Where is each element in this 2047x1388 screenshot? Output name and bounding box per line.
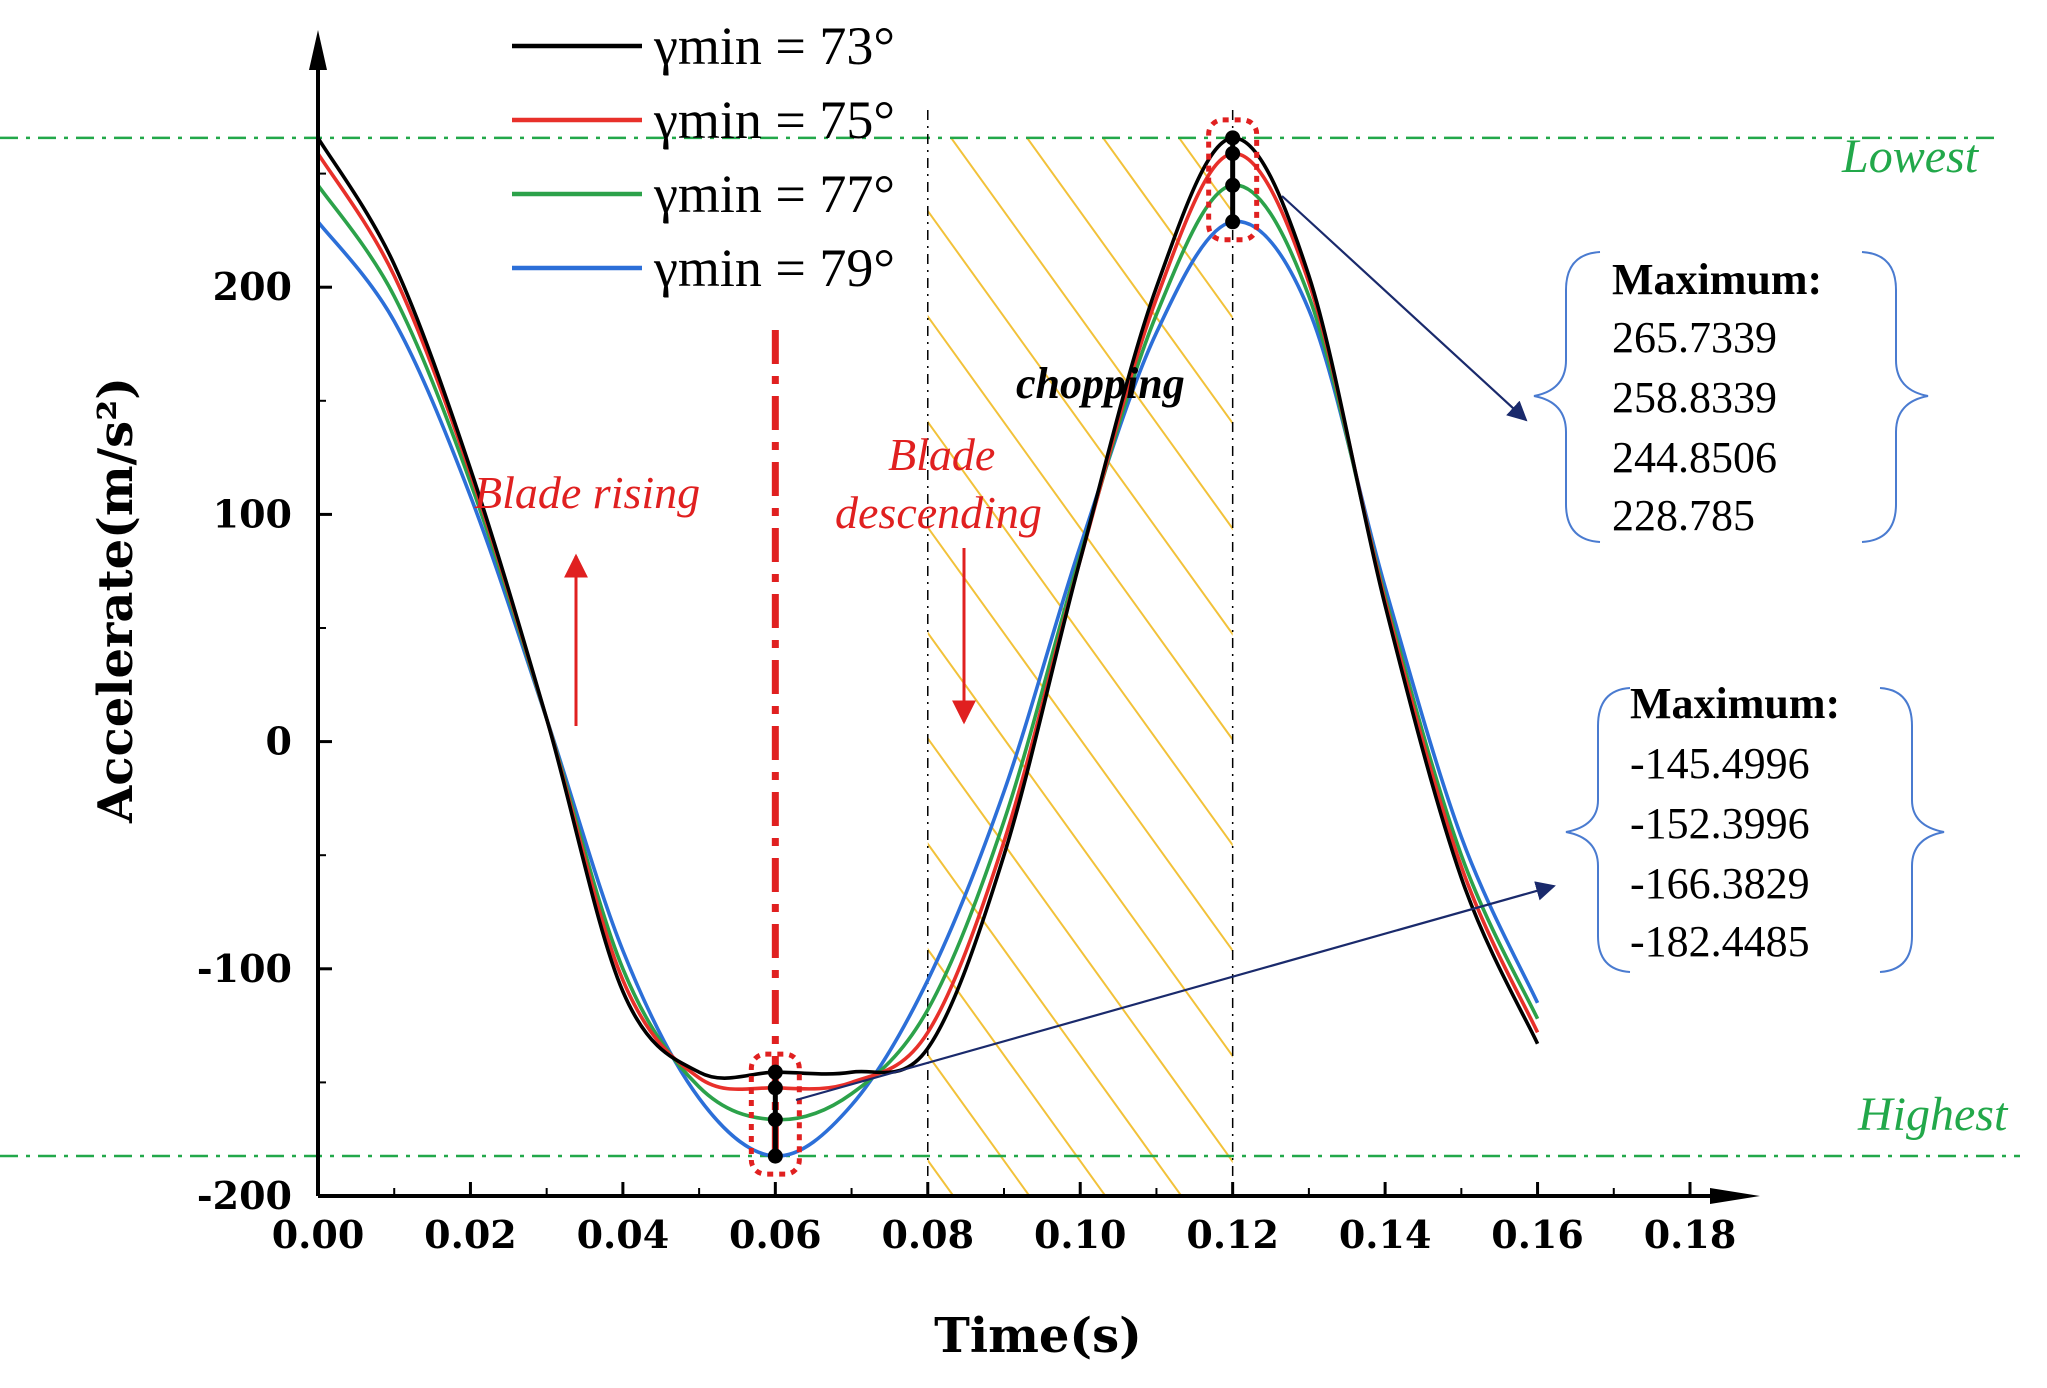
min-box-title: Maximum: bbox=[1630, 679, 1840, 728]
x-tick-label: 0.18 bbox=[1644, 1212, 1737, 1257]
extreme-markers bbox=[748, 117, 1260, 1177]
max-values-box: Maximum: 265.7339 258.8339 244.8506 228.… bbox=[1533, 251, 1929, 543]
reference-lines bbox=[0, 136, 2020, 1158]
max-box-value: 244.8506 bbox=[1612, 433, 1777, 482]
min-box-value: -166.3829 bbox=[1630, 859, 1810, 908]
x-tick-label: 0.06 bbox=[729, 1212, 822, 1257]
max-callout-arrow bbox=[1281, 195, 1528, 422]
min-values-box: Maximum: -145.4996 -152.3996 -166.3829 -… bbox=[1565, 679, 1945, 973]
hatch-line bbox=[927, 314, 1233, 742]
y-tick-label: -100 bbox=[197, 946, 292, 991]
y-tick-label: 100 bbox=[213, 491, 292, 536]
x-tick-label: 0.10 bbox=[1034, 1212, 1127, 1257]
hatch-line bbox=[927, 209, 1233, 636]
hatch-line bbox=[1177, 137, 1233, 214]
y-axis-title: Accelerate(m/s²) bbox=[88, 377, 144, 824]
legend: γmin = 73° γmin = 75° γmin = 77° γmin = 79° bbox=[512, 16, 895, 298]
x-tick-label: 0.04 bbox=[577, 1212, 670, 1257]
hatch-line bbox=[1025, 137, 1233, 425]
hatch-line bbox=[1840, 0, 2047, 1388]
chopping-label: chopping bbox=[1016, 359, 1185, 408]
x-tick-label: 0.08 bbox=[881, 1212, 974, 1257]
blade-rising-label: Blade rising bbox=[474, 467, 700, 518]
x-tick-label: 0.02 bbox=[424, 1212, 517, 1257]
hatch-line bbox=[0, 0, 28, 1388]
hatch-line bbox=[1156, 0, 2047, 1388]
max-box-value: 258.8339 bbox=[1612, 373, 1777, 422]
highest-label: Highest bbox=[1857, 1088, 2009, 1141]
hatch-line bbox=[949, 137, 1233, 531]
blade-descending-label-1: Blade bbox=[888, 429, 995, 480]
lowest-label: Lowest bbox=[1841, 130, 1980, 183]
hatch-line bbox=[1916, 0, 2047, 1388]
legend-label: γmin = 75° bbox=[653, 90, 895, 150]
y-axis-arrowhead bbox=[309, 30, 327, 70]
y-tick-label: 0 bbox=[266, 719, 292, 764]
x-tick-label: 0.16 bbox=[1491, 1212, 1584, 1257]
extreme-point bbox=[1225, 130, 1241, 146]
y-tick-label: 200 bbox=[213, 264, 292, 309]
legend-label: γmin = 77° bbox=[653, 164, 895, 224]
series-lines bbox=[316, 136, 1540, 1158]
hatch-line bbox=[927, 420, 1233, 847]
min-box-value: -182.4485 bbox=[1630, 917, 1810, 966]
divider-lines bbox=[771, 110, 1234, 1196]
min-callout-arrow bbox=[795, 881, 1556, 1102]
series-line bbox=[316, 136, 1540, 1080]
min-box-value: -152.3996 bbox=[1630, 799, 1810, 848]
tick-labels: 0.00 0.02 0.04 0.06 0.08 0.10 0.12 0.14 0.16 0.18… bbox=[197, 264, 1736, 1257]
hatch-line bbox=[1101, 137, 1233, 320]
y-tick-label: -200 bbox=[197, 1173, 292, 1218]
hatch-line bbox=[927, 736, 1233, 1164]
max-box-value: 228.785 bbox=[1612, 491, 1755, 540]
extreme-point bbox=[767, 1080, 783, 1096]
legend-label: γmin = 73° bbox=[653, 16, 895, 76]
extreme-point bbox=[1225, 146, 1241, 162]
max-box-value: 265.7339 bbox=[1612, 313, 1777, 362]
x-tick-label: 0.14 bbox=[1339, 1212, 1432, 1257]
x-tick-label: 0.00 bbox=[272, 1212, 365, 1257]
extreme-point bbox=[767, 1148, 783, 1164]
blade-descending-label-2: descending bbox=[835, 487, 1042, 538]
axes bbox=[309, 30, 1760, 1204]
legend-label: γmin = 79° bbox=[653, 238, 895, 298]
hatch-line bbox=[1992, 0, 2047, 1388]
x-axis-title: Time(s) bbox=[934, 1308, 1142, 1364]
max-marker-box bbox=[1206, 117, 1260, 243]
hatch-line bbox=[927, 631, 1233, 1058]
x-axis-arrowhead bbox=[1710, 1188, 1760, 1204]
extreme-point bbox=[767, 1064, 783, 1080]
extreme-point bbox=[1225, 177, 1241, 193]
min-marker-box bbox=[748, 1051, 802, 1177]
min-box-value: -145.4996 bbox=[1630, 739, 1810, 788]
max-box-title: Maximum: bbox=[1612, 255, 1822, 304]
x-tick-label: 0.12 bbox=[1186, 1212, 1279, 1257]
extreme-point bbox=[767, 1112, 783, 1128]
extreme-point bbox=[1225, 214, 1241, 230]
